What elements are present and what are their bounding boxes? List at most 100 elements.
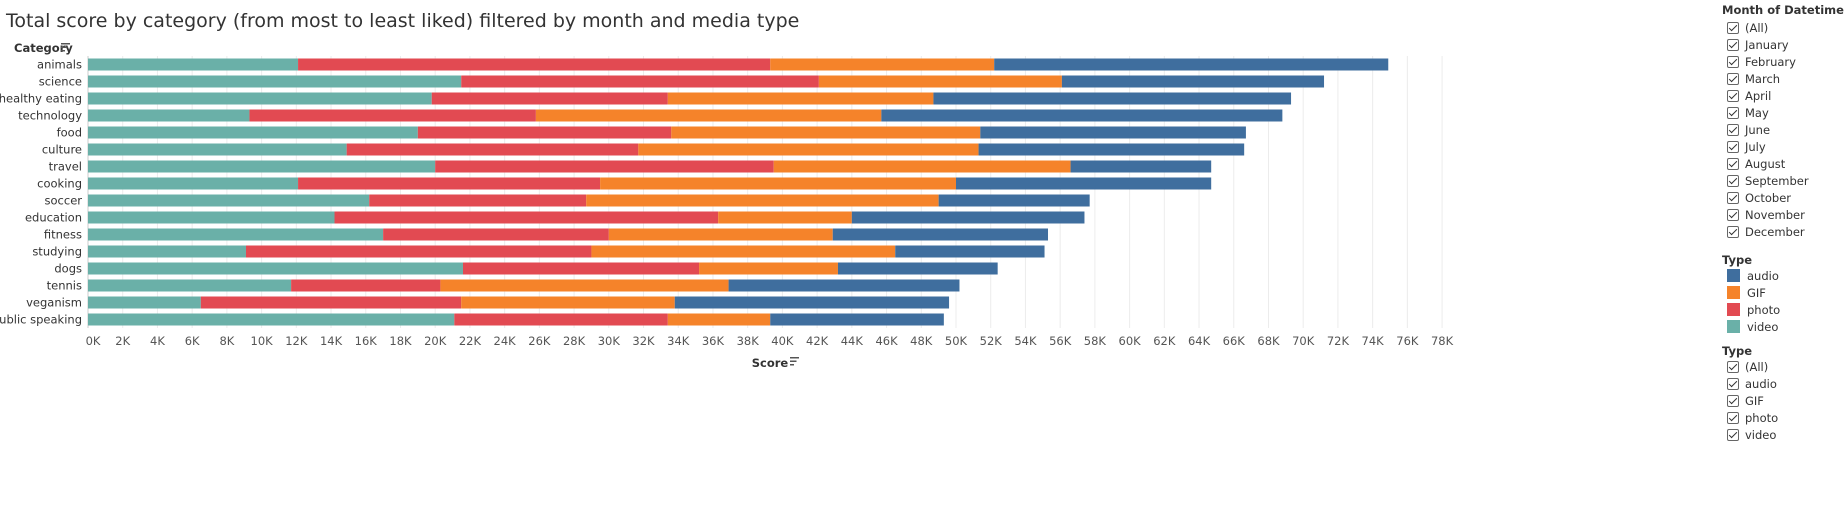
bar-segment-video[interactable] (88, 177, 299, 190)
bar-segment-video[interactable] (88, 313, 455, 326)
bar-segment-gif[interactable] (671, 126, 981, 139)
bar-segment-photo[interactable] (291, 279, 441, 292)
x-sort-icon[interactable] (790, 357, 799, 366)
checkbox-checked-icon[interactable] (1727, 72, 1739, 85)
month-filter-option[interactable]: October (1722, 189, 1791, 206)
bar-segment-photo[interactable] (454, 313, 668, 326)
bar-segment-gif[interactable] (770, 58, 995, 71)
bar-segment-video[interactable] (88, 75, 462, 88)
bar-segment-gif[interactable] (667, 313, 771, 326)
bar-segment-video[interactable] (88, 245, 246, 258)
bar-segment-audio[interactable] (881, 109, 1283, 122)
bar-segment-photo[interactable] (249, 109, 536, 122)
checkbox-checked-icon[interactable] (1727, 106, 1739, 119)
bar-segment-audio[interactable] (728, 279, 960, 292)
checkbox-checked-icon[interactable] (1727, 157, 1739, 170)
bar-segment-audio[interactable] (851, 211, 1085, 224)
checkbox-checked-icon[interactable] (1727, 123, 1739, 136)
bar-segment-photo[interactable] (346, 143, 639, 156)
month-filter-option[interactable]: May (1722, 104, 1769, 121)
bar-segment-photo[interactable] (334, 211, 719, 224)
bar-segment-photo[interactable] (200, 296, 462, 309)
bar-segment-photo[interactable] (245, 245, 592, 258)
type-filter-option[interactable]: GIF (1722, 392, 1764, 409)
bar-segment-photo[interactable] (462, 262, 700, 275)
checkbox-checked-icon[interactable] (1727, 55, 1739, 68)
bar-segment-gif[interactable] (773, 160, 1071, 173)
month-filter-option[interactable]: February (1722, 53, 1796, 70)
bar-segment-gif[interactable] (461, 296, 675, 309)
bar-segment-audio[interactable] (978, 143, 1245, 156)
bar-segment-audio[interactable] (1061, 75, 1325, 88)
bar-segment-photo[interactable] (461, 75, 819, 88)
legend-item-gif[interactable]: GIF (1722, 284, 1766, 301)
bar-segment-photo[interactable] (369, 194, 587, 207)
bar-segment-audio[interactable] (1070, 160, 1212, 173)
month-filter-option[interactable]: September (1722, 172, 1809, 189)
bar-segment-video[interactable] (88, 58, 299, 71)
bar-segment-video[interactable] (88, 194, 370, 207)
bar-segment-video[interactable] (88, 109, 250, 122)
checkbox-checked-icon[interactable] (1727, 21, 1739, 34)
bar-segment-video[interactable] (88, 279, 292, 292)
bar-segment-gif[interactable] (535, 109, 882, 122)
bar-segment-gif[interactable] (600, 177, 956, 190)
month-filter-option[interactable]: April (1722, 87, 1771, 104)
type-filter-option[interactable]: audio (1722, 375, 1777, 392)
bar-segment-gif[interactable] (699, 262, 838, 275)
y-axis-title[interactable]: Category (14, 41, 73, 55)
bar-segment-gif[interactable] (638, 143, 979, 156)
bar-segment-audio[interactable] (994, 58, 1389, 71)
bar-segment-audio[interactable] (956, 177, 1212, 190)
bar-segment-audio[interactable] (895, 245, 1045, 258)
bar-segment-gif[interactable] (608, 228, 833, 241)
y-sort-icon[interactable] (61, 43, 70, 52)
x-axis-title[interactable]: Score (752, 356, 789, 370)
checkbox-checked-icon[interactable] (1727, 140, 1739, 153)
bar-segment-video[interactable] (88, 160, 436, 173)
month-filter-option[interactable]: December (1722, 223, 1805, 240)
bar-segment-gif[interactable] (440, 279, 729, 292)
checkbox-checked-icon[interactable] (1727, 225, 1739, 238)
checkbox-checked-icon[interactable] (1727, 38, 1739, 51)
month-filter-option[interactable]: July (1722, 138, 1766, 155)
bar-segment-gif[interactable] (591, 245, 896, 258)
bar-segment-gif[interactable] (718, 211, 852, 224)
legend-item-audio[interactable]: audio (1722, 267, 1779, 284)
bar-segment-photo[interactable] (298, 177, 601, 190)
bar-segment-video[interactable] (88, 126, 418, 139)
bar-segment-video[interactable] (88, 262, 463, 275)
bar-segment-audio[interactable] (933, 92, 1292, 105)
bar-segment-photo[interactable] (431, 92, 668, 105)
bar-segment-video[interactable] (88, 211, 335, 224)
checkbox-checked-icon[interactable] (1727, 428, 1739, 441)
bar-segment-audio[interactable] (980, 126, 1246, 139)
bar-segment-audio[interactable] (770, 313, 944, 326)
checkbox-checked-icon[interactable] (1727, 360, 1739, 373)
bar-segment-gif[interactable] (667, 92, 934, 105)
bar-segment-photo[interactable] (298, 58, 771, 71)
month-filter-option[interactable]: August (1722, 155, 1785, 172)
checkbox-checked-icon[interactable] (1727, 89, 1739, 102)
type-filter-option[interactable]: photo (1722, 409, 1778, 426)
legend-item-photo[interactable]: photo (1722, 301, 1780, 318)
bar-segment-audio[interactable] (837, 262, 998, 275)
legend-item-video[interactable]: video (1722, 318, 1778, 335)
bar-segment-audio[interactable] (938, 194, 1090, 207)
checkbox-checked-icon[interactable] (1727, 394, 1739, 407)
bar-segment-audio[interactable] (674, 296, 950, 309)
month-filter-option[interactable]: November (1722, 206, 1805, 223)
type-filter-option[interactable]: (All) (1722, 358, 1768, 375)
month-filter-option[interactable]: March (1722, 70, 1780, 87)
bar-segment-video[interactable] (88, 92, 432, 105)
bar-segment-audio[interactable] (832, 228, 1049, 241)
bar-segment-video[interactable] (88, 296, 201, 309)
checkbox-checked-icon[interactable] (1727, 208, 1739, 221)
month-filter-option[interactable]: June (1722, 121, 1770, 138)
month-filter-option[interactable]: January (1722, 36, 1789, 53)
bar-segment-video[interactable] (88, 228, 384, 241)
type-filter-option[interactable]: video (1722, 426, 1776, 443)
checkbox-checked-icon[interactable] (1727, 411, 1739, 424)
checkbox-checked-icon[interactable] (1727, 377, 1739, 390)
bar-segment-video[interactable] (88, 143, 347, 156)
